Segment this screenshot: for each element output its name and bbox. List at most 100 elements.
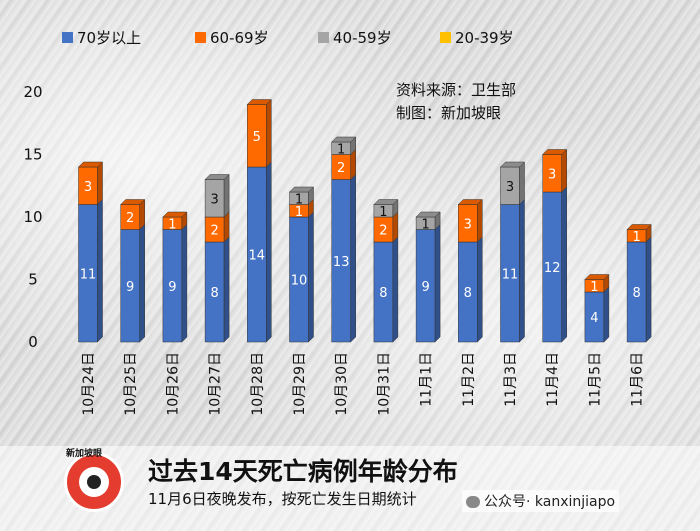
legend-swatch-0 <box>62 32 73 43</box>
bar-top-1 <box>120 199 146 205</box>
x-axis: 10月24日 10月25日 10月26日 10月27日 10月28日 10月29日 10月3… <box>81 352 646 416</box>
legend-label-3: 20-39岁 <box>455 29 514 47</box>
data-label-9-1: 3 <box>464 217 472 232</box>
legend-swatch-1 <box>195 32 206 43</box>
data-label-7-0: 8 <box>379 286 387 301</box>
x-tick-label-3: 10月27日 <box>208 352 224 416</box>
data-label-10-0: 11 <box>502 267 519 282</box>
bar-side-5-0 <box>308 211 314 343</box>
bar-top-10 <box>499 161 526 168</box>
bar-side-13-0 <box>645 236 652 343</box>
data-label-3-0: 8 <box>210 286 218 301</box>
y-axis: 0 5 10 15 20 <box>23 83 42 351</box>
bar-side-8-0 <box>434 223 441 343</box>
bar-top-7 <box>373 199 399 205</box>
watermark-text: 公众号· kanxinjiapo <box>484 494 616 510</box>
bar-side-1-0 <box>139 223 145 343</box>
bar-top-3 <box>204 174 230 180</box>
data-label-6-0: 13 <box>333 255 350 270</box>
data-label-4-1: 5 <box>253 130 261 145</box>
x-tick-label-1: 10月25日 <box>123 352 139 416</box>
y-tick-label-1: 5 <box>28 271 38 289</box>
data-label-4-0: 14 <box>249 249 266 264</box>
x-tick-label-7: 10月31日 <box>376 352 392 416</box>
y-tick-label-4: 20 <box>23 83 42 101</box>
bar-side-4-1 <box>266 98 272 168</box>
bar-top-8 <box>415 211 441 218</box>
x-tick-label-5: 10月29日 <box>292 352 308 416</box>
x-tick-label-9: 11月2日 <box>461 352 477 407</box>
x-tick-label-12: 11月5日 <box>587 352 603 407</box>
logo-text: 新加坡眼 <box>66 449 103 459</box>
bar-top-4 <box>246 99 272 105</box>
bar-side-4-0 <box>266 161 272 343</box>
bar-top-11 <box>542 149 568 155</box>
legend-swatch-2 <box>318 32 329 43</box>
wechat-icon <box>466 496 480 508</box>
data-label-1-0: 9 <box>126 280 134 295</box>
legend-label-1: 60-69岁 <box>210 29 269 47</box>
bar-top-13 <box>626 224 652 230</box>
data-label-3-2: 3 <box>210 192 218 207</box>
data-label-1-1: 2 <box>126 211 134 226</box>
bar-top-12 <box>584 274 610 280</box>
x-tick-label-6: 10月30日 <box>334 352 350 416</box>
legend-label-2: 40-59岁 <box>333 29 392 47</box>
data-label-13-1: 1 <box>632 230 640 245</box>
data-label-8-0: 9 <box>421 280 429 295</box>
x-tick-label-2: 10月26日 <box>165 352 181 416</box>
data-label-7-1: 2 <box>379 224 387 239</box>
x-tick-label-13: 11月6日 <box>630 352 646 407</box>
data-label-0-0: 11 <box>80 267 97 282</box>
bar-side-10-0 <box>519 198 525 343</box>
x-tick-label-8: 11月1日 <box>419 352 435 407</box>
data-label-7-2: 1 <box>379 205 387 220</box>
watermark: 公众号· kanxinjiapo <box>462 490 620 512</box>
x-tick-label-11: 11月4日 <box>545 352 561 407</box>
source-annotation: 资料来源：卫生部 <box>396 81 516 99</box>
bar-side-9-1 <box>477 198 483 243</box>
data-label-3-1: 2 <box>210 224 218 239</box>
bar-side-3-2 <box>223 173 230 218</box>
y-tick-label-3: 15 <box>23 146 42 164</box>
bar-side-3-0 <box>223 236 230 343</box>
page-title: 过去14天死亡病例年龄分布 <box>148 457 458 486</box>
bar-side-2-0 <box>181 223 188 343</box>
data-label-12-0: 4 <box>590 311 598 326</box>
bar-side-6-0 <box>350 173 356 343</box>
bar-top-6 <box>331 136 357 143</box>
data-label-13-0: 8 <box>632 286 640 301</box>
data-label-11-0: 12 <box>544 261 561 276</box>
data-label-2-0: 9 <box>168 280 176 295</box>
bar-side-0-0 <box>97 198 103 343</box>
y-tick-label-2: 10 <box>23 208 42 226</box>
credit-annotation: 制图：新加坡眼 <box>396 104 501 122</box>
y-tick-label-0: 0 <box>28 333 38 351</box>
legend-label-0: 70岁以上 <box>77 29 141 47</box>
x-tick-label-0: 10月24日 <box>81 352 97 416</box>
data-label-5-0: 10 <box>291 274 308 289</box>
bar-side-12-0 <box>603 286 610 343</box>
bar-side-0-1 <box>97 161 103 206</box>
bar-top-0 <box>77 161 104 168</box>
brand-logo <box>64 452 124 512</box>
data-label-6-1: 2 <box>337 161 345 176</box>
chart-legend: 70岁以上 60-69岁 40-59岁 20-39岁 <box>62 29 514 47</box>
data-label-0-1: 3 <box>84 180 92 195</box>
logo-pupil-icon <box>87 475 101 489</box>
data-label-2-1: 1 <box>168 217 176 232</box>
bar-top-5 <box>288 186 315 193</box>
bar-side-11-1 <box>561 148 567 193</box>
data-label-8-2: 1 <box>421 217 429 232</box>
bar-side-9-0 <box>477 236 483 343</box>
data-label-5-2: 1 <box>295 192 303 207</box>
bar-top-9 <box>457 199 483 205</box>
data-label-12-1: 1 <box>590 280 598 295</box>
data-label-11-1: 3 <box>548 167 556 182</box>
x-tick-label-4: 10月28日 <box>250 352 266 416</box>
data-label-10-2: 3 <box>506 180 514 195</box>
bar-side-7-0 <box>392 236 399 343</box>
page-subtitle: 11月6日夜晚发布，按死亡发生日期统计 <box>148 490 417 508</box>
data-label-6-2: 1 <box>337 142 345 157</box>
